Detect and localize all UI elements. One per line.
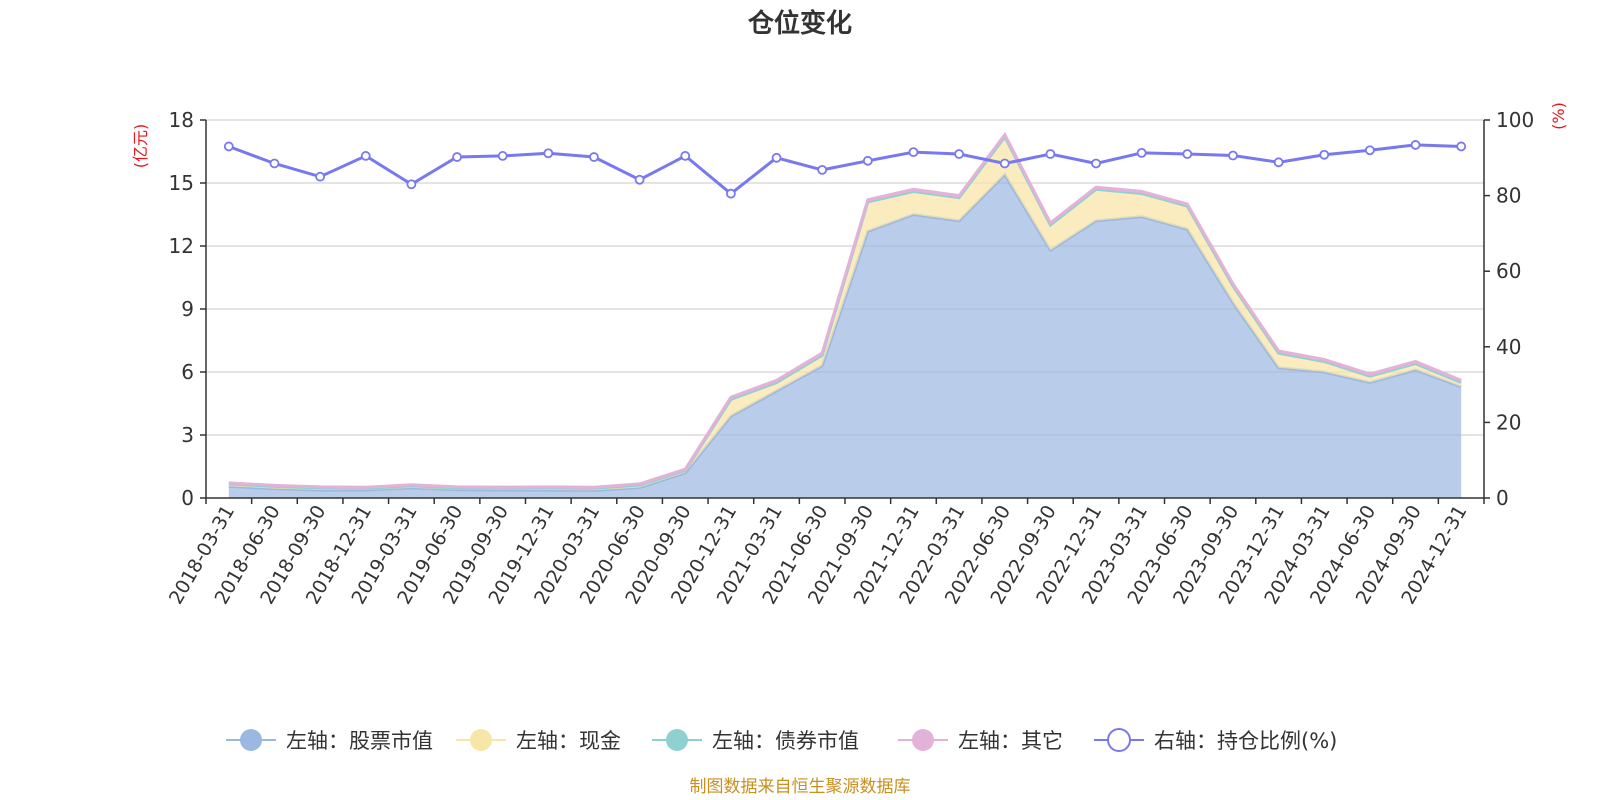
ratio-line bbox=[223, 140, 1467, 199]
ratio-point bbox=[1045, 149, 1056, 159]
legend-label: 左轴：股票市值 bbox=[286, 729, 433, 753]
ratio-point bbox=[1410, 140, 1421, 150]
ratio-point bbox=[862, 155, 873, 166]
left-tick-label: 3 bbox=[181, 423, 194, 447]
legend-item: 左轴：现金 bbox=[456, 729, 621, 753]
legend-marker bbox=[666, 729, 688, 751]
right-tick-label: 40 bbox=[1496, 335, 1521, 359]
stacked-areas bbox=[228, 131, 1462, 498]
legend-marker bbox=[470, 729, 492, 751]
ratio-point bbox=[589, 152, 599, 162]
ratio-point bbox=[497, 151, 508, 161]
legend: 左轴：股票市值 左轴：现金 左轴：债券市值 左轴：其它 右轴：持仓比例(%) bbox=[226, 728, 1337, 753]
ratio-point bbox=[1456, 141, 1467, 152]
left-tick-label: 9 bbox=[181, 297, 194, 321]
ratio-point bbox=[1364, 145, 1375, 156]
ratio-line-path bbox=[228, 143, 1462, 196]
legend-marker bbox=[1107, 728, 1131, 752]
left-axis-unit: (亿元) bbox=[131, 124, 150, 169]
right-tick-label: 80 bbox=[1496, 184, 1521, 208]
ratio-point bbox=[1273, 157, 1284, 168]
ratio-point bbox=[817, 164, 828, 175]
left-tick-label: 15 bbox=[169, 171, 194, 195]
left-tick-label: 0 bbox=[181, 486, 194, 510]
ratio-point bbox=[1182, 149, 1193, 159]
ratio-point bbox=[634, 174, 645, 185]
right-tick-label: 60 bbox=[1496, 259, 1521, 283]
ratio-point bbox=[406, 179, 417, 190]
left-tick-label: 12 bbox=[169, 234, 194, 258]
ratio-point bbox=[223, 141, 234, 152]
chart-title: 仓位变化 bbox=[747, 8, 852, 39]
right-tick-label: 100 bbox=[1496, 108, 1534, 132]
legend-item: 左轴：其它 bbox=[898, 729, 1063, 753]
ratio-point bbox=[1319, 149, 1330, 160]
legend-item: 左轴：债券市值 bbox=[652, 729, 859, 753]
ratio-point bbox=[315, 171, 326, 182]
right-tick-label: 0 bbox=[1496, 486, 1509, 510]
ratio-point bbox=[999, 158, 1010, 169]
ratio-point bbox=[360, 151, 371, 161]
legend-label: 右轴：持仓比例(%) bbox=[1154, 729, 1337, 753]
right-axis-unit: (%) bbox=[1549, 102, 1568, 130]
data-source-note: 制图数据来自恒生聚源数据库 bbox=[690, 777, 911, 797]
left-tick-label: 18 bbox=[169, 108, 194, 132]
ratio-point bbox=[269, 158, 280, 169]
ratio-point bbox=[771, 152, 782, 163]
ratio-point bbox=[452, 152, 462, 162]
ratio-point bbox=[954, 149, 965, 159]
legend-label: 左轴：债券市值 bbox=[712, 729, 859, 753]
ratio-point bbox=[1091, 158, 1101, 169]
legend-label: 左轴：其它 bbox=[958, 729, 1063, 753]
ratio-point bbox=[1136, 147, 1147, 158]
ratio-point bbox=[908, 147, 919, 158]
area-edge-4 bbox=[228, 131, 1462, 489]
legend-item: 左轴：股票市值 bbox=[226, 729, 433, 753]
area-1 bbox=[228, 174, 1462, 498]
right-tick-label: 20 bbox=[1496, 410, 1521, 434]
legend-label: 左轴：现金 bbox=[516, 729, 621, 753]
ratio-point bbox=[725, 188, 736, 199]
ratio-point bbox=[1228, 150, 1238, 161]
ratio-point bbox=[680, 151, 691, 161]
legend-marker bbox=[240, 729, 262, 751]
legend-item: 右轴：持仓比例(%) bbox=[1094, 728, 1337, 753]
ratio-point bbox=[543, 148, 554, 159]
legend-marker bbox=[912, 729, 934, 751]
left-tick-label: 6 bbox=[181, 360, 194, 384]
